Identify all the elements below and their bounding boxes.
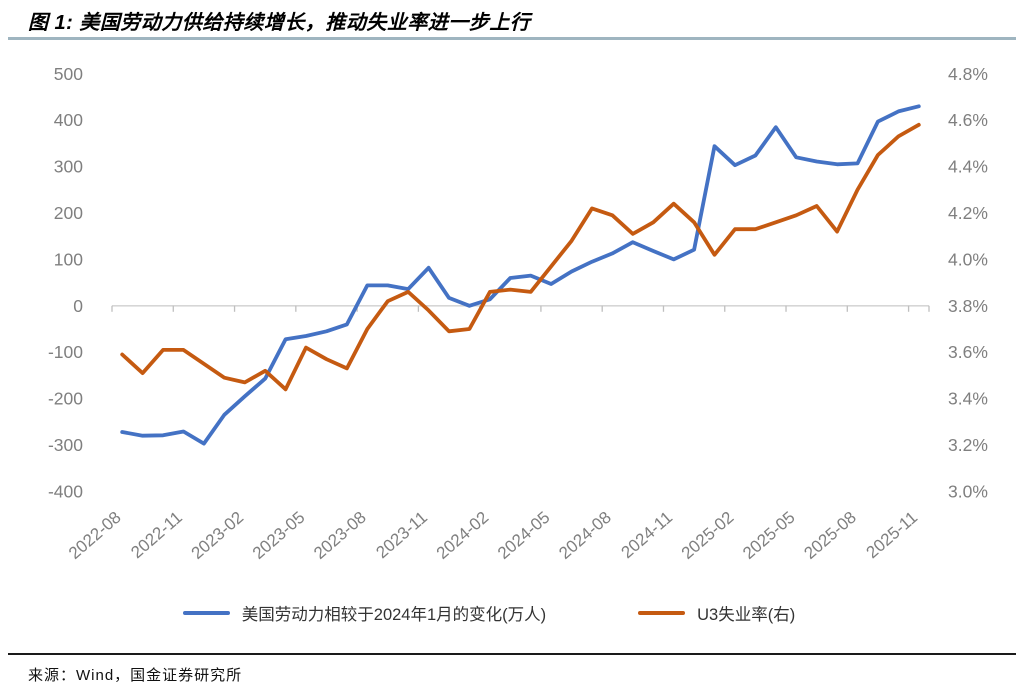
labor-force-legend-label: 美国劳动力相较于2024年1月的变化(万人): [241, 606, 547, 624]
right-axis-label: 4.0%: [948, 249, 988, 269]
left-axis-label: 100: [54, 249, 83, 269]
x-axis-label: 2024-05: [494, 508, 554, 563]
title-rule: [8, 37, 1016, 40]
right-axis-label: 3.6%: [948, 342, 988, 362]
x-axis-label: 2023-11: [372, 508, 431, 562]
right-axis-label: 3.4%: [948, 389, 988, 409]
x-axis-label: 2023-05: [249, 508, 309, 563]
x-axis-label: 2024-02: [433, 508, 493, 563]
source-rule: [8, 653, 1016, 655]
left-axis-label: 0: [73, 296, 83, 316]
labor-force-line: [120, 104, 921, 446]
left-axis-label: 500: [54, 64, 83, 84]
chart-legend: 美国劳动力相较于2024年1月的变化(万人) U3失业率(右): [0, 597, 1024, 629]
left-axis-label: -100: [48, 342, 83, 362]
right-axis-label: 4.4%: [948, 157, 988, 177]
x-axis-label: 2022-11: [127, 508, 186, 562]
x-axis-label: 2024-11: [617, 508, 676, 562]
x-axis-label: 2023-08: [310, 508, 370, 563]
left-axis-label: -400: [48, 481, 83, 501]
u3-rate-line: [120, 122, 921, 392]
u3-rate-legend-swatch: [638, 611, 686, 615]
labor-force-legend-swatch: [182, 611, 230, 615]
legend-item-labor-force: 美国劳动力相较于2024年1月的变化(万人): [182, 601, 547, 625]
u3-rate-legend-label: U3失业率(右): [697, 606, 796, 624]
right-axis-label: 3.8%: [948, 296, 988, 316]
left-axis-label: -300: [48, 435, 83, 455]
right-axis-label: 3.2%: [948, 435, 988, 455]
x-axis-label: 2022-08: [65, 508, 125, 563]
figure-title: 图 1: 美国劳动力供给持续增长，推动失业率进一步上行: [28, 12, 531, 34]
source-text: 来源：Wind，国金证券研究所: [28, 667, 243, 684]
left-axis-label: 300: [54, 157, 83, 177]
right-axis-label: 4.8%: [948, 64, 988, 84]
right-axis-label: 4.6%: [948, 110, 988, 130]
left-axis-label: 200: [54, 203, 83, 223]
x-axis-label: 2025-02: [678, 508, 738, 563]
left-axis-label: 400: [54, 110, 83, 130]
left-axis-label: -200: [48, 389, 83, 409]
legend-item-u3-rate: U3失业率(右): [638, 601, 795, 625]
x-axis-label: 2025-05: [739, 508, 799, 563]
x-axis-label: 2025-08: [800, 508, 860, 563]
right-axis-label: 4.2%: [948, 203, 988, 223]
x-axis-label: 2025-11: [863, 508, 922, 562]
x-axis-label: 2024-08: [555, 508, 615, 563]
right-axis-label: 3.0%: [948, 481, 988, 501]
x-axis-label: 2023-02: [188, 508, 248, 563]
